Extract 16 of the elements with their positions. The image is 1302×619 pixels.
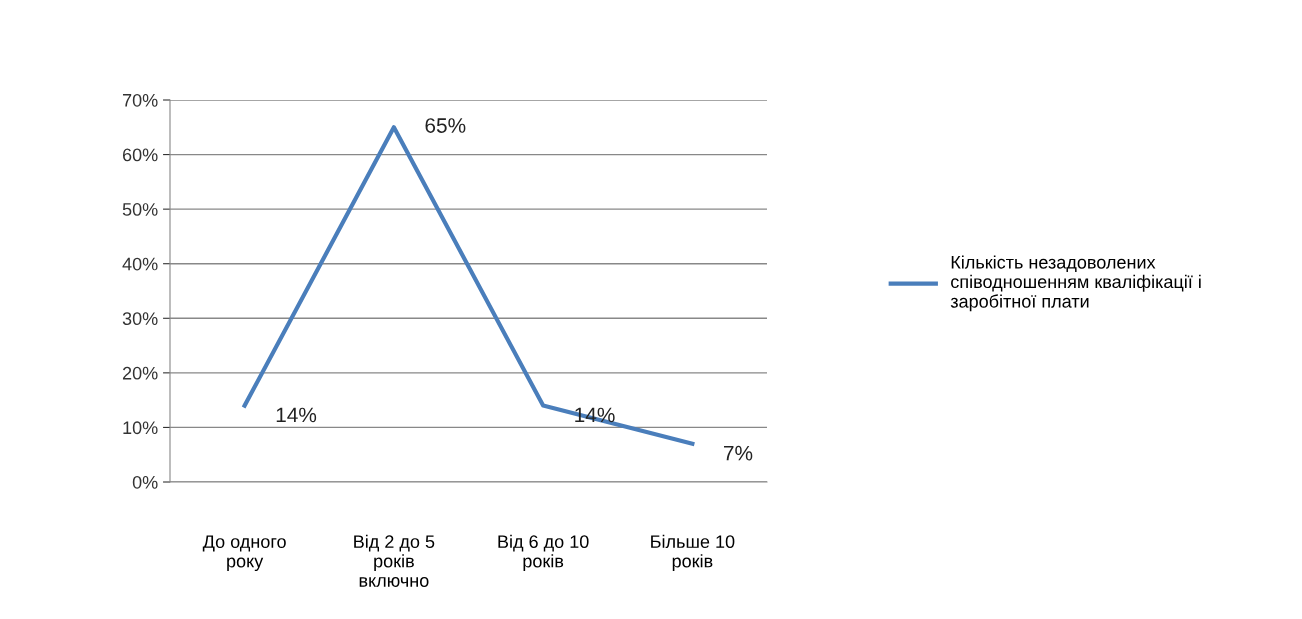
x-tick-label: Від 2 до 5 років включно [354, 534, 435, 587]
x-tick-label: До одного року [202, 535, 286, 572]
legend-label: Кількість незадоволених співодношенням кваліфікації і заробітної плати [950, 255, 1201, 312]
y-tick-label: 0% [132, 475, 158, 489]
data-label: 7% [724, 445, 753, 461]
y-tick-label: 20% [122, 366, 158, 380]
y-tick-label: 50% [122, 203, 158, 216]
y-tick-label: 70% [122, 93, 158, 107]
y-tick-label: 40% [122, 257, 158, 271]
y-tick-label: 30% [122, 312, 158, 326]
x-tick-label: Більше 10 років [651, 534, 735, 572]
data-label: 14% [276, 407, 317, 423]
y-tick-label: 10% [123, 421, 158, 435]
y-tick-label: 60% [122, 148, 158, 162]
x-tick-label: Від 6 до 10 років [498, 534, 589, 572]
data-label: 65% [425, 118, 466, 133]
